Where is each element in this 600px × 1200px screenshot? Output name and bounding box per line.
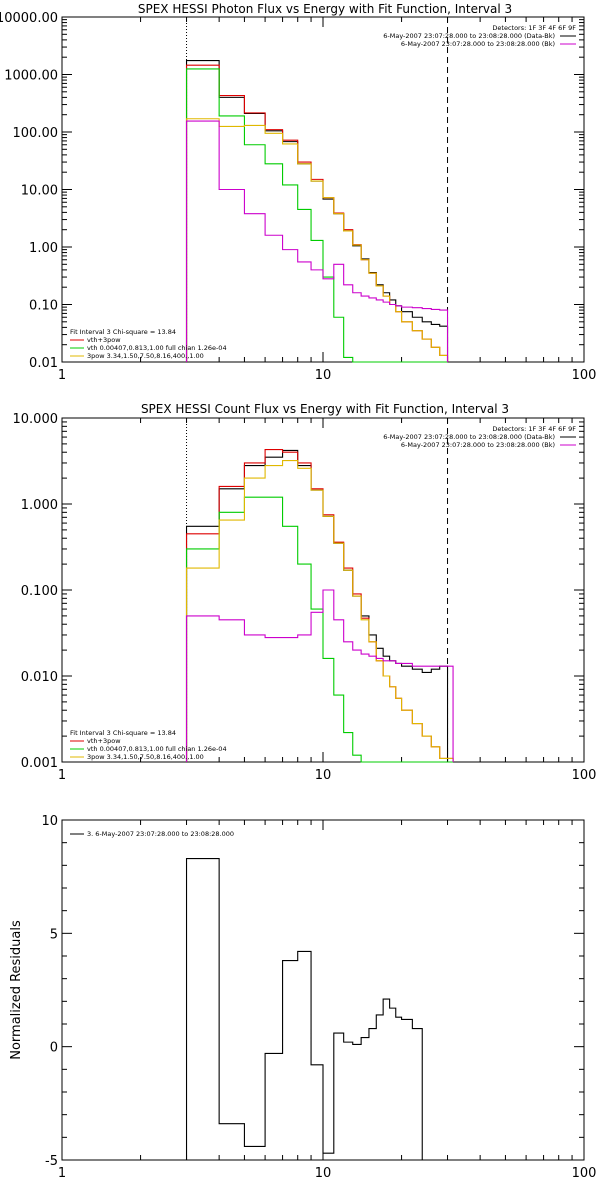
residuals-y-tick-label: -5	[45, 1154, 58, 1169]
photon-flux-x-tick-label: 1	[58, 368, 66, 383]
photon-flux-x-tick-label: 10	[315, 368, 332, 383]
count-flux-series-step	[185, 589, 454, 762]
count-flux-series-step	[185, 496, 454, 763]
count-flux-legend: Detectors: 1F 3F 4F 6F 9F 6-May-2007 23:…	[383, 425, 576, 449]
residuals-marks	[185, 857, 423, 1160]
photon-flux-series-step	[185, 64, 449, 362]
count-flux-legend-bk: 6-May-2007 23:07:28.000 to 23:08:28.000 …	[401, 441, 555, 449]
count-flux-title: SPEX HESSI Count Flux vs Energy with Fit…	[141, 402, 509, 416]
count-flux-legend-detectors: Detectors: 1F 3F 4F 6F 9F	[492, 425, 576, 433]
count-flux-x-tick-label: 100	[572, 768, 597, 783]
photon-flux-fit-model: vth+3pow	[87, 336, 121, 344]
photon-flux-fit-legend: Fit Interval 3 Chi-square = 13.84 vth+3p…	[70, 328, 227, 360]
residuals-x-tick-label: 10	[315, 1166, 332, 1181]
photon-flux-series-step	[185, 118, 449, 362]
photon-flux-marks	[185, 17, 449, 363]
photon-flux-y-tick-label: 0.01	[29, 356, 58, 371]
count-flux-fit-model: vth+3pow	[87, 737, 121, 745]
count-flux-y-tick-label: 0.010	[21, 670, 58, 685]
residuals-y-tick-label: 10	[41, 814, 58, 829]
photon-flux-fit-interval: Fit Interval 3 Chi-square = 13.84	[70, 328, 176, 336]
count-flux-fit-legend: Fit Interval 3 Chi-square = 13.84 vth+3p…	[70, 729, 227, 761]
residuals-legend-text: 3. 6-May-2007 23:07:28.000 to 23:08:28.0…	[87, 830, 234, 838]
photon-flux-legend-bk: 6-May-2007 23:07:28.000 to 23:08:28.000 …	[401, 40, 555, 48]
residuals-series-step	[185, 857, 423, 1160]
photon-flux-legend-data-bk: 6-May-2007 23:07:28.000 to 23:08:28.000 …	[383, 32, 555, 40]
photon-flux-title: SPEX HESSI Photon Flux vs Energy with Fi…	[138, 2, 512, 16]
residuals-y-tick-label: 5	[50, 927, 58, 942]
count-flux-legend-data-bk: 6-May-2007 23:07:28.000 to 23:08:28.000 …	[383, 433, 555, 441]
count-flux-panel: SPEX HESSI Count Flux vs Energy with Fit…	[13, 402, 597, 783]
photon-flux-y-tick-label: 10000.00	[0, 11, 58, 26]
count-flux-series-step	[185, 448, 454, 762]
photon-flux-legend: Detectors: 1F 3F 4F 6F 9F 6-May-2007 23:…	[383, 24, 576, 48]
residuals-legend: 3. 6-May-2007 23:07:28.000 to 23:08:28.0…	[70, 830, 234, 838]
photon-flux-axes: 1 10 100 0.01 0.10 1.00 10.00 100.00 1000.00 1000…	[0, 11, 596, 383]
count-flux-y-tick-label: 0.100	[21, 584, 58, 599]
count-flux-fit-3pow: 3pow 3.34,1.50,7.50,8.16,400.,1.00	[87, 753, 204, 761]
photon-flux-y-tick-label: 100.00	[13, 126, 59, 141]
photon-flux-y-tick-label: 1000.00	[4, 69, 58, 84]
count-flux-series-step	[185, 460, 454, 762]
photon-flux-series-step	[185, 120, 449, 362]
residuals-x-tick-label: 1	[58, 1166, 66, 1181]
residuals-x-tick-label: 100	[572, 1166, 597, 1181]
count-flux-axes: 1 10 100 0.001 0.010 0.100 1.000 10.000	[13, 412, 597, 783]
residuals-panel: Normalized Residuals 1 10 100 -5 0 5 10 3. 6-M…	[9, 814, 596, 1181]
count-flux-series-step	[185, 449, 454, 763]
count-flux-x-tick-label: 1	[58, 768, 66, 783]
residuals-y-tick-label: 0	[50, 1041, 58, 1056]
photon-flux-fit-3pow: 3pow 3.34,1.50,7.50,8.16,400.,1.00	[87, 352, 204, 360]
photon-flux-y-tick-label: 0.10	[29, 299, 58, 314]
photon-flux-fit-vth: vth 0.00407,0.813,1.00 full chian 1.26e-…	[87, 344, 227, 352]
count-flux-fit-vth: vth 0.00407,0.813,1.00 full chian 1.26e-…	[87, 745, 227, 753]
photon-flux-x-tick-label: 100	[572, 368, 597, 383]
photon-flux-legend-detectors: Detectors: 1F 3F 4F 6F 9F	[492, 24, 576, 32]
residuals-axes: 1 10 100 -5 0 5 10	[41, 814, 596, 1181]
photon-flux-y-tick-label: 1.00	[29, 241, 58, 256]
photon-flux-panel: SPEX HESSI Photon Flux vs Energy with Fi…	[0, 2, 596, 383]
photon-flux-series-step	[185, 59, 449, 362]
count-flux-y-tick-label: 1.000	[21, 498, 58, 513]
photon-flux-y-tick-label: 10.00	[21, 184, 58, 199]
count-flux-y-tick-label: 0.001	[21, 756, 58, 771]
residuals-y-axis-label: Normalized Residuals	[9, 920, 24, 1060]
count-flux-y-tick-label: 10.000	[13, 412, 59, 427]
count-flux-x-tick-label: 10	[315, 768, 332, 783]
count-flux-marks	[185, 418, 454, 763]
photon-flux-series-step	[185, 68, 448, 363]
count-flux-fit-interval: Fit Interval 3 Chi-square = 13.84	[70, 729, 176, 737]
